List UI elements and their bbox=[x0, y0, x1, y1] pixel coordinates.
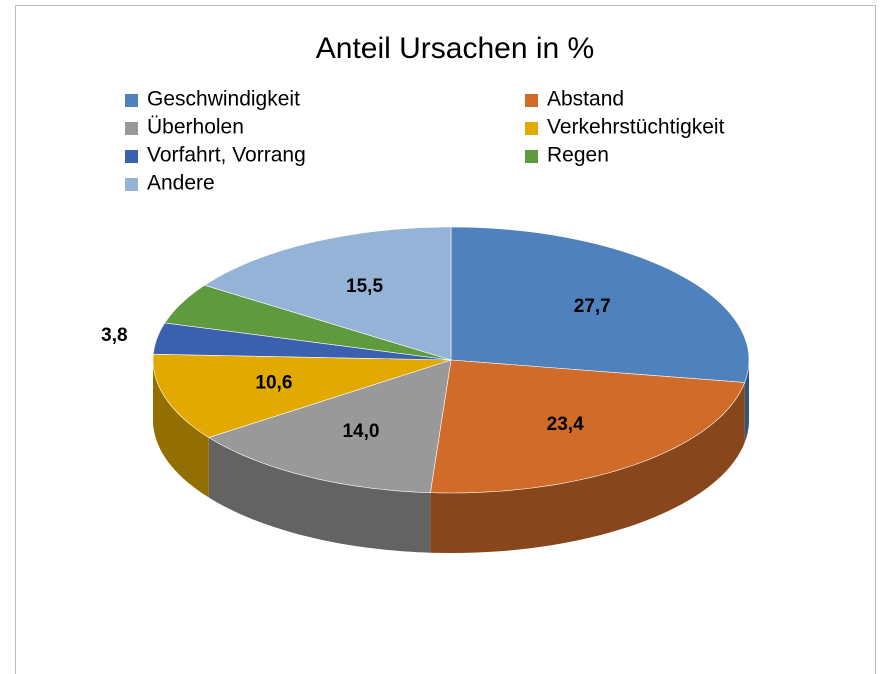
slice bbox=[164, 284, 452, 361]
slice bbox=[152, 353, 452, 438]
legend-label: Überholen bbox=[147, 116, 244, 139]
legend-swatch bbox=[125, 178, 138, 191]
legend-swatch bbox=[525, 94, 538, 107]
data-label: 23,4 bbox=[547, 414, 584, 435]
data-label: 10,6 bbox=[255, 373, 292, 394]
slice bbox=[203, 226, 452, 361]
slice-side bbox=[744, 360, 749, 443]
legend-swatch bbox=[125, 94, 138, 107]
legend-label: Verkehrstüchtigkeit bbox=[547, 116, 725, 139]
data-label: 15,5 bbox=[346, 276, 383, 297]
slice bbox=[450, 226, 750, 383]
data-label: 3,8 bbox=[101, 325, 127, 346]
slice-side bbox=[208, 437, 431, 553]
legend-label: Regen bbox=[547, 144, 609, 167]
legend-swatch bbox=[125, 122, 138, 135]
slice bbox=[430, 359, 746, 494]
legend-swatch bbox=[525, 150, 538, 163]
data-label: 27,7 bbox=[574, 296, 611, 317]
slice-side bbox=[430, 382, 745, 553]
data-label: 14,0 bbox=[342, 421, 379, 442]
legend-label: Vorfahrt, Vorrang bbox=[147, 144, 306, 167]
legend-label: Geschwindigkeit bbox=[147, 88, 300, 111]
slice bbox=[208, 359, 452, 494]
chart-title: Anteil Ursachen in % bbox=[316, 32, 594, 65]
slice bbox=[152, 322, 452, 361]
legend-swatch bbox=[525, 122, 538, 135]
slice-side bbox=[153, 360, 209, 498]
legend-swatch bbox=[125, 150, 138, 163]
legend-label: Andere bbox=[147, 172, 215, 195]
legend-label: Abstand bbox=[547, 88, 624, 111]
